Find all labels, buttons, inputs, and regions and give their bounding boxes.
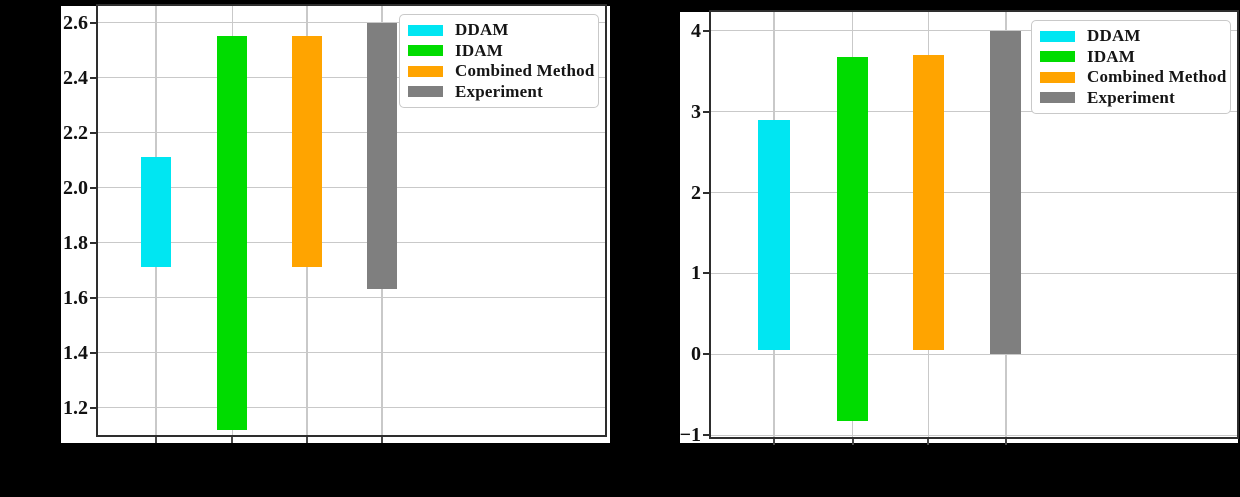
y-tick-mark — [703, 353, 709, 356]
y-tick-label: 1.2 — [63, 396, 88, 419]
y-tick-label: 1.6 — [63, 286, 88, 309]
legend-row: Combined Method — [1040, 67, 1226, 88]
y-gridline — [98, 241, 605, 244]
legend-swatch-experiment — [1040, 92, 1075, 104]
legend-swatch-idam — [408, 45, 443, 57]
legend-swatch-experiment — [408, 86, 443, 98]
y-gridline — [711, 29, 1237, 32]
y-tick-label: 2.0 — [63, 176, 88, 199]
y-gridline — [98, 21, 605, 24]
legend-swatch-combined-method — [1040, 71, 1075, 83]
chart-b-plot: DDAM IDAM Combined Method Experiment 4 3 2… — [680, 10, 1239, 446]
y-gridline — [711, 434, 1237, 437]
legend-row: Experiment — [1040, 88, 1222, 109]
y-gridline — [711, 110, 1237, 113]
x-tick-mark — [380, 437, 383, 443]
y-gridline — [98, 406, 605, 409]
range-bar-idam — [837, 57, 869, 421]
range-bar-ddam — [141, 157, 171, 268]
y-tick-label: 2.2 — [63, 121, 88, 144]
chart-a-legend: DDAM IDAM Combined Method Experiment — [399, 14, 599, 108]
y-tick-mark — [703, 110, 709, 113]
legend-label-experiment: Experiment — [1087, 87, 1175, 107]
x-tick-mark — [927, 439, 930, 445]
legend-row: DDAM — [408, 20, 590, 41]
y-gridline — [711, 272, 1237, 275]
legend-label-idam: IDAM — [1087, 46, 1136, 66]
y-tick-mark — [90, 296, 96, 299]
legend-row: Combined Method — [408, 61, 594, 82]
y-tick-mark — [90, 351, 96, 354]
range-bar-combined-method — [912, 54, 944, 351]
y-tick-mark — [703, 29, 709, 32]
y-tick-label: 4 — [691, 19, 701, 42]
y-tick-mark — [703, 191, 709, 194]
y-tick-mark — [90, 131, 96, 134]
range-bar-experiment — [990, 30, 1022, 355]
x-tick-mark — [231, 437, 234, 443]
y-tick-label: 2 — [691, 181, 701, 204]
legend-label-ddam: DDAM — [1087, 26, 1141, 46]
y-tick-mark — [703, 272, 709, 275]
x-tick-mark — [773, 439, 775, 445]
y-tick-mark — [90, 406, 96, 409]
y-tick-label: 3 — [691, 100, 701, 123]
legend-row: Experiment — [408, 82, 590, 103]
legend-swatch-ddam — [1040, 30, 1075, 42]
y-tick-label: 0 — [691, 343, 701, 366]
y-tick-mark — [90, 241, 96, 244]
x-tick-mark — [155, 437, 157, 443]
x-tick-mark — [1004, 439, 1007, 445]
legend-swatch-idam — [1040, 51, 1075, 63]
range-bar-idam — [217, 36, 248, 430]
range-bar-ddam — [758, 119, 790, 351]
y-tick-mark — [90, 186, 96, 189]
y-tick-label: 2.4 — [63, 66, 88, 89]
y-tick-label: 2.6 — [63, 11, 88, 34]
legend-label-idam: IDAM — [455, 40, 504, 60]
legend-swatch-ddam — [408, 24, 443, 36]
range-bar-experiment — [366, 22, 397, 290]
y-gridline — [98, 186, 605, 189]
range-bar-combined-method — [292, 36, 323, 268]
y-tick-mark — [703, 434, 709, 437]
legend-row: IDAM — [1040, 47, 1222, 68]
legend-label-combined-method: Combined Method — [1087, 67, 1227, 87]
y-tick-label: 1.8 — [63, 231, 88, 254]
legend-row: IDAM — [408, 41, 590, 62]
y-gridline — [711, 191, 1237, 194]
y-gridline — [98, 76, 605, 79]
y-gridline — [98, 296, 605, 299]
y-tick-mark — [90, 76, 96, 79]
chart-a-plot: DDAM IDAM Combined Method Experiment 2.6… — [63, 4, 607, 443]
legend-label-experiment: Experiment — [455, 81, 543, 101]
y-tick-label: −1 — [679, 424, 701, 447]
legend-swatch-combined-method — [408, 65, 443, 77]
y-tick-label: 1 — [691, 262, 701, 285]
x-tick-mark — [851, 439, 854, 445]
y-tick-mark — [90, 21, 96, 24]
y-tick-label: 1.4 — [63, 341, 88, 364]
chart-b-legend: DDAM IDAM Combined Method Experiment — [1031, 20, 1231, 114]
y-gridline — [98, 131, 605, 134]
legend-label-combined-method: Combined Method — [455, 61, 595, 81]
legend-label-ddam: DDAM — [455, 20, 509, 40]
y-gridline — [98, 351, 605, 354]
x-tick-mark — [306, 437, 309, 443]
legend-row: DDAM — [1040, 26, 1222, 47]
y-gridline — [711, 353, 1237, 356]
